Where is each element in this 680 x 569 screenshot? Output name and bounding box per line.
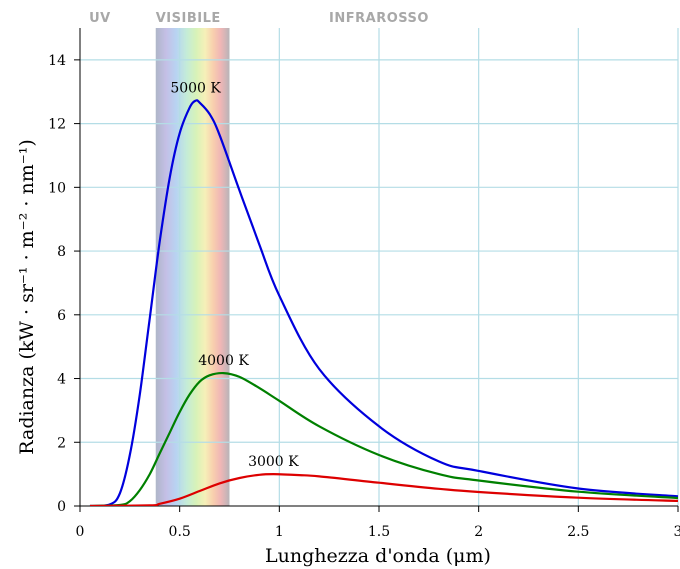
series-label-5000-k: 5000 K [170,81,221,97]
series-line-3000-k [89,473,678,506]
visible-spectrum-band [155,28,230,506]
x-tick-label: 1.5 [368,524,390,540]
y-tick-label: 6 [57,308,66,324]
series-line-4000-k [89,371,678,506]
y-tick-label: 12 [48,117,66,133]
y-tick-label: 2 [57,435,66,451]
y-tick-label: 14 [48,53,66,69]
series-label-3000-k: 3000 K [248,454,299,470]
y-tick-label: 4 [57,372,66,388]
region-label-visibile: VISIBILE [156,11,221,26]
grid [80,28,679,506]
region-label-uv: UV [89,11,111,26]
x-tick-label: 2.5 [567,524,589,540]
region-label-infrarosso: INFRAROSSO [329,11,429,26]
x-tick-label: 2 [474,524,483,540]
series-line-5000-k [89,99,678,506]
x-axis-title: Lunghezza d'onda (μm) [265,545,491,567]
x-tick-label: 0 [76,524,85,540]
x-tick-label: 0.5 [169,524,191,540]
y-tick-label: 10 [48,180,66,196]
series-label-4000-k: 4000 K [198,353,249,369]
x-tick-label: 1 [275,524,284,540]
y-tick-label: 0 [57,499,66,515]
y-axis-title: Radianza (kW · sr⁻¹ · m⁻² · nm⁻¹) [16,139,38,455]
y-tick-label: 8 [57,244,66,260]
x-tick-label: 3 [674,524,680,540]
